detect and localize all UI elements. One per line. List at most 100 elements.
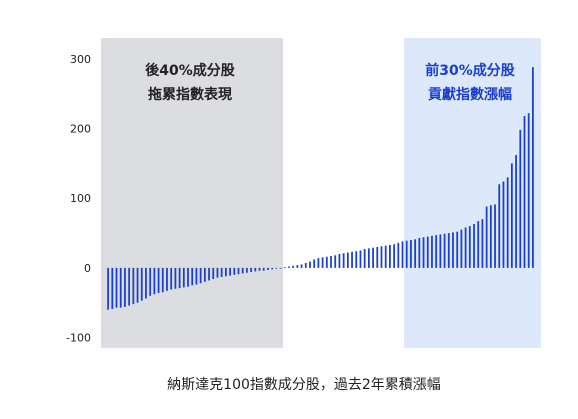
bar: [140, 267, 143, 301]
bar: [506, 177, 509, 268]
bar: [174, 267, 177, 289]
bar: [136, 267, 139, 303]
bar: [317, 258, 320, 268]
bar: [271, 267, 274, 270]
annotation-shades: [101, 38, 541, 348]
bar: [275, 267, 278, 269]
bar: [283, 267, 286, 268]
bar: [157, 267, 160, 293]
bar: [132, 267, 135, 305]
bars: [107, 67, 534, 310]
bar: [153, 267, 156, 295]
bar: [246, 267, 248, 273]
bar: [233, 267, 236, 275]
bar: [187, 267, 189, 287]
bar: [111, 267, 114, 309]
bar: [393, 244, 395, 268]
bar: [191, 267, 194, 286]
bar: [224, 267, 227, 277]
bar: [229, 267, 231, 276]
bar: [309, 261, 311, 268]
bar: [359, 250, 362, 268]
bar: [262, 267, 265, 271]
bar: [346, 252, 349, 268]
bar: [334, 255, 337, 268]
bar: [389, 244, 391, 268]
bar: [355, 251, 358, 268]
bar: [384, 245, 387, 268]
bar: [300, 264, 303, 268]
bar: [477, 221, 480, 268]
bar: [363, 249, 366, 268]
annotation-shade-2: [404, 38, 541, 348]
bar: [212, 267, 215, 280]
bar: [380, 246, 383, 268]
bar: [515, 155, 517, 268]
bar: [170, 267, 173, 290]
bar: [119, 267, 122, 308]
annotation-label-2: 貢獻指數漲幅: [428, 86, 512, 103]
bar: [414, 239, 417, 268]
annotation-label-2: 前30%成分股: [425, 62, 516, 79]
annotation-shade-1: [101, 38, 283, 348]
bar: [216, 267, 219, 278]
annotation-label-1: 拖累指數表現: [148, 86, 232, 103]
bar: [149, 267, 152, 296]
bar: [473, 224, 475, 268]
bar: [254, 267, 257, 272]
bar: [418, 237, 421, 268]
bar: [456, 231, 459, 268]
bar: [220, 267, 223, 277]
bar: [304, 263, 307, 268]
bar: [481, 219, 484, 268]
y-tick-label: 200: [70, 123, 91, 136]
bar: [342, 253, 345, 268]
bar: [178, 267, 181, 289]
bar: [435, 235, 438, 268]
bar: [439, 234, 442, 268]
bar: [313, 259, 316, 268]
bar: [199, 267, 202, 284]
bar: [372, 247, 374, 268]
bar: [367, 248, 370, 268]
bar: [397, 242, 400, 268]
bar: [241, 267, 244, 274]
y-tick-label: -100: [66, 332, 91, 345]
bar: [498, 184, 501, 268]
bar: [447, 233, 450, 268]
bar: [405, 240, 408, 268]
y-tick-label: 0: [84, 262, 91, 275]
bar: [338, 253, 341, 268]
bar: [410, 240, 412, 268]
y-tick-label: 300: [70, 53, 91, 66]
bar: [195, 267, 198, 285]
bar: [443, 233, 446, 268]
bar: [527, 113, 530, 268]
bar: [401, 241, 404, 268]
bar: [426, 236, 429, 268]
bar: [124, 267, 126, 307]
bar: [431, 235, 433, 268]
bar: [208, 267, 210, 281]
bar: [351, 251, 353, 268]
bar: [203, 267, 206, 282]
bar: [161, 267, 164, 293]
bar: [468, 226, 471, 268]
bar: [145, 267, 147, 299]
bar: [107, 267, 109, 310]
bar: [523, 116, 526, 268]
bar: [325, 256, 328, 268]
bar: [292, 265, 295, 268]
bar: [115, 267, 118, 308]
bar: [464, 227, 467, 268]
chart-caption: 納斯達克100指數成分股，過去2年累積漲幅: [167, 377, 441, 393]
bar: [494, 204, 496, 268]
bar: [279, 267, 282, 269]
bar: [296, 265, 299, 268]
bar: [237, 267, 240, 275]
bar: [258, 267, 261, 271]
annotation-label-1: 後40%成分股: [145, 62, 236, 79]
